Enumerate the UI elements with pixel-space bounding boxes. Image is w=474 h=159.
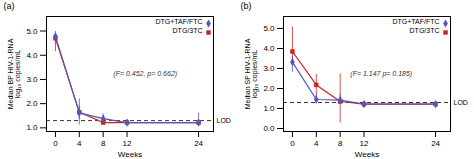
svg-text:4: 4 (314, 139, 319, 148)
svg-text:4.0: 4.0 (263, 44, 275, 53)
svg-text:DTG+TAF/FTC: DTG+TAF/FTC (155, 18, 202, 25)
svg-text:1.0: 1.0 (26, 123, 38, 132)
svg-text:3.0: 3.0 (263, 64, 275, 73)
svg-text:0: 0 (290, 139, 295, 148)
svg-text:8: 8 (101, 139, 106, 148)
svg-text:0.0: 0.0 (263, 124, 275, 133)
svg-text:5.0: 5.0 (263, 24, 275, 33)
svg-text:(F= 1.147 p= 0.185): (F= 1.147 p= 0.185) (350, 70, 412, 78)
svg-text:24: 24 (431, 139, 440, 148)
svg-text:4.0: 4.0 (26, 51, 38, 60)
svg-text:LOD: LOD (454, 99, 468, 106)
svg-text:Median BP HIV-1-RNAlog₁₀ copie: Median BP HIV-1-RNAlog₁₀ copies/mL (7, 38, 22, 109)
svg-text:2.0: 2.0 (263, 84, 275, 93)
svg-text:LOD: LOD (217, 117, 231, 124)
svg-text:Median SP HIV-1-RNAlog₁₀ copie: Median SP HIV-1-RNAlog₁₀ copies/mL (244, 38, 259, 109)
svg-text:DTG/3TC: DTG/3TC (173, 27, 203, 34)
svg-text:Weeks: Weeks (118, 150, 142, 159)
svg-text:12: 12 (360, 139, 369, 148)
svg-text:4: 4 (77, 139, 82, 148)
svg-text:DTG+TAF/FTC: DTG+TAF/FTC (392, 18, 439, 25)
svg-text:Weeks: Weeks (355, 150, 379, 159)
svg-text:(a): (a) (4, 1, 15, 11)
svg-text:DTG/3TC: DTG/3TC (410, 27, 440, 34)
svg-text:24: 24 (194, 139, 203, 148)
svg-text:8: 8 (338, 139, 343, 148)
svg-text:0: 0 (53, 139, 58, 148)
svg-text:(b): (b) (241, 1, 252, 11)
svg-text:12: 12 (123, 139, 132, 148)
svg-text:1.0: 1.0 (263, 104, 275, 113)
svg-text:3.0: 3.0 (26, 75, 38, 84)
svg-text:(F= 0.452, p= 0.662): (F= 0.452, p= 0.662) (113, 70, 177, 78)
svg-text:2.0: 2.0 (26, 99, 38, 108)
svg-text:5.0: 5.0 (26, 27, 38, 36)
